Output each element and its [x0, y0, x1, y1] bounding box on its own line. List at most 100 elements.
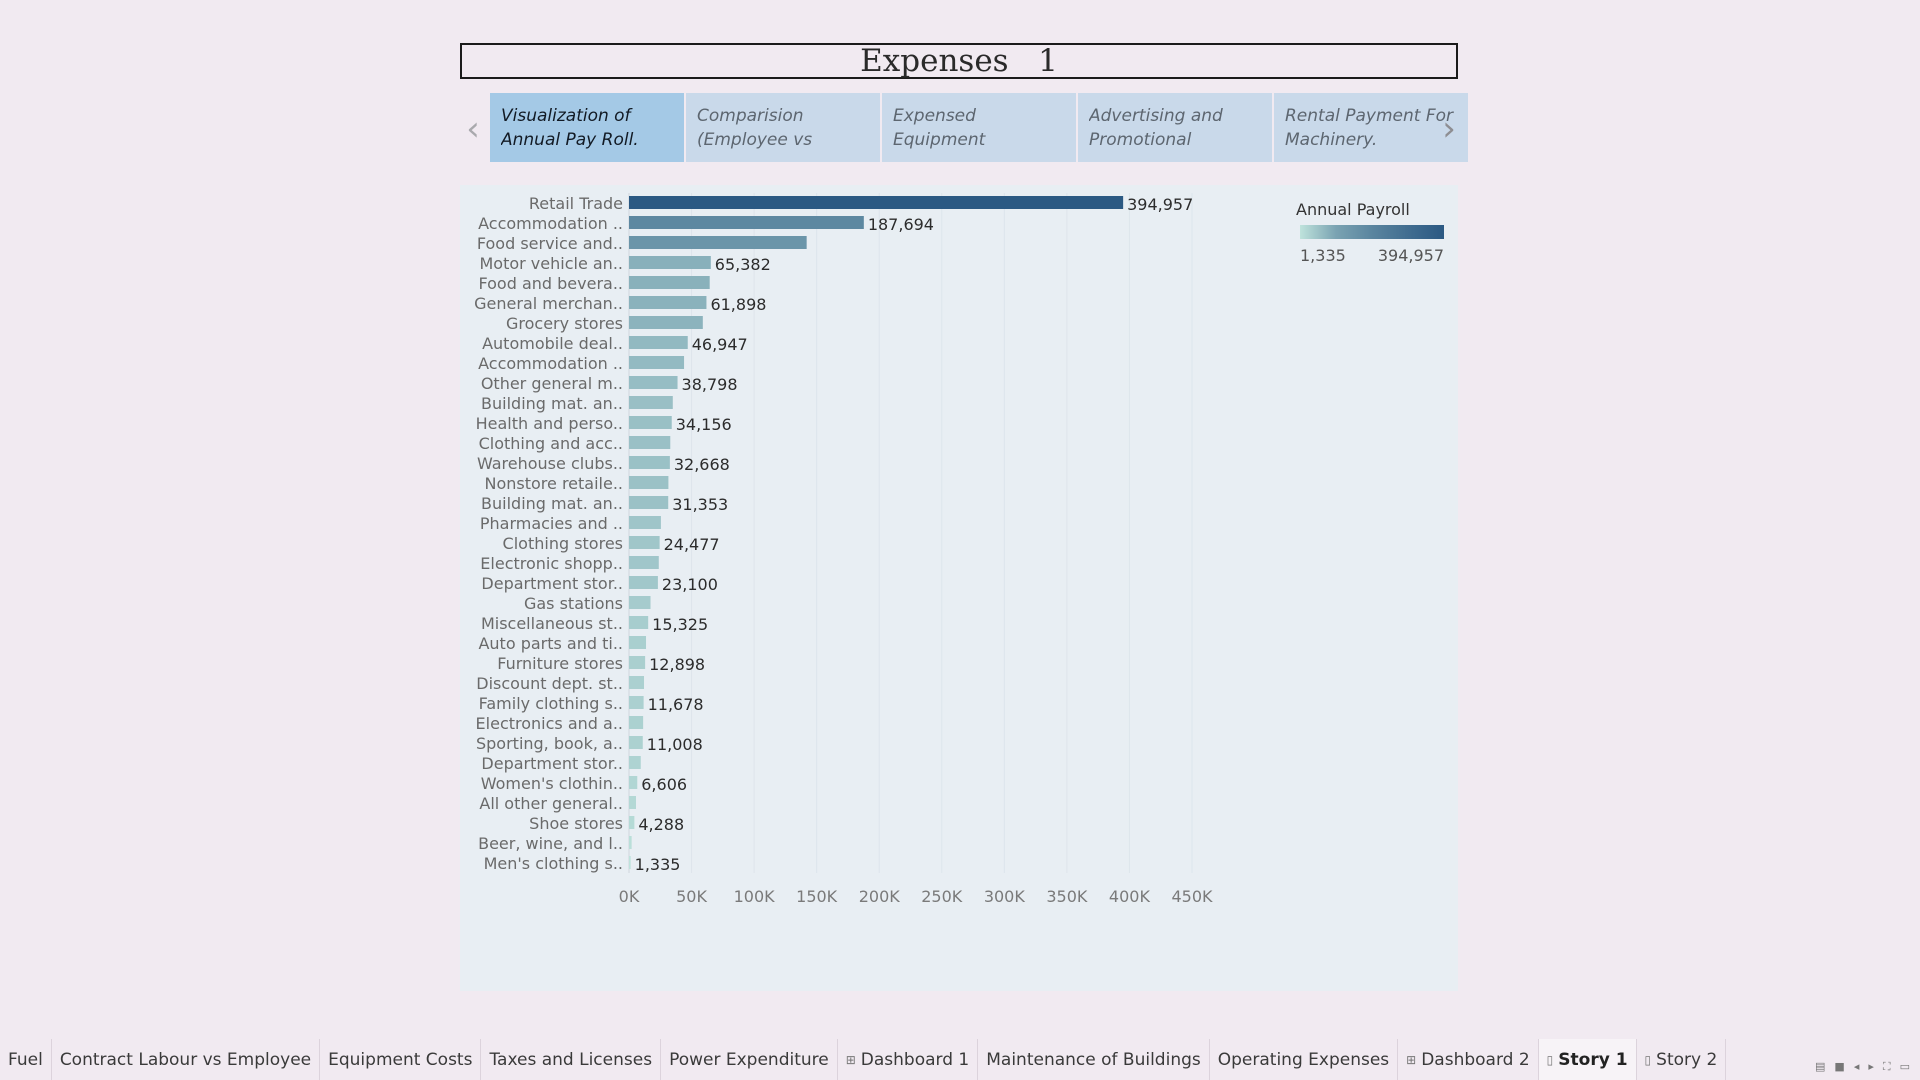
annual-payroll-bar-chart: Retail Trade 394,957 Accommodation .. 187,6…: [474, 193, 1444, 906]
story-point-label: Rental Payment For Machinery.: [1285, 106, 1454, 150]
category-label: Building mat. an..: [481, 494, 623, 513]
tab-taxes-and-licenses[interactable]: Taxes and Licenses: [481, 1039, 662, 1080]
data-label: 34,156: [676, 415, 732, 434]
category-label: Department stor..: [481, 574, 623, 593]
category-label: Electronic shopp..: [480, 554, 623, 573]
data-label: 24,477: [664, 535, 720, 554]
tab-dashboard-1[interactable]: ⊞ Dashboard 1: [838, 1039, 979, 1080]
tab-story-2[interactable]: ▯ Story 2: [1637, 1039, 1727, 1080]
tab-fuel[interactable]: Fuel: [0, 1039, 52, 1080]
category-label: Health and perso..: [476, 414, 623, 433]
data-label: 187,694: [868, 215, 934, 234]
tab-maintenance-of-buildings[interactable]: Maintenance of Buildings: [978, 1039, 1210, 1080]
bar: [629, 376, 678, 389]
bar: [629, 336, 688, 349]
category-label: Food service and..: [477, 234, 623, 253]
bar: [629, 276, 710, 289]
category-label: Family clothing s..: [479, 694, 623, 713]
data-label: 32,668: [674, 455, 730, 474]
sheet-tabs-bar: Fuel Contract Labour vs Employee Equipment…: [0, 1039, 1920, 1080]
category-label: Other general m..: [481, 374, 623, 393]
x-tick-label: 50K: [676, 887, 707, 906]
bar: [629, 676, 645, 689]
bar: [629, 216, 864, 229]
bar: [629, 596, 651, 609]
data-label: 23,100: [662, 575, 718, 594]
category-label: Motor vehicle an..: [479, 254, 623, 273]
scroll-tabs-left-icon[interactable]: ◂: [1853, 1060, 1860, 1073]
category-label: Shoe stores: [529, 814, 623, 833]
x-tick-label: 450K: [1171, 887, 1213, 906]
tab-label: Contract Labour vs Employee: [59, 1049, 312, 1070]
tab-label: Fuel: [8, 1049, 43, 1070]
x-tick-label: 400K: [1109, 887, 1151, 906]
data-label: 38,798: [682, 375, 738, 394]
category-label: Women's clothin..: [481, 774, 623, 793]
story-point-5[interactable]: Rental Payment For Machinery.: [1274, 93, 1468, 162]
tab-label: Taxes and Licenses: [489, 1049, 653, 1070]
category-label: Nonstore retaile..: [484, 474, 623, 493]
tab-label: Equipment Costs: [328, 1049, 473, 1070]
bar: [629, 536, 660, 549]
category-label: Clothing stores: [503, 534, 623, 553]
bar: [629, 256, 711, 269]
category-label: Pharmacies and ..: [480, 514, 623, 533]
data-label: 65,382: [715, 255, 771, 274]
category-label: Accommodation ..: [478, 354, 623, 373]
story-point-navigator: Visualization of Annual Pay Roll. Compari…: [490, 93, 1470, 162]
show-filmstrip-icon[interactable]: ▤: [1815, 1060, 1826, 1073]
bar: [629, 496, 669, 509]
data-label: 31,353: [672, 495, 728, 514]
story-point-1[interactable]: Visualization of Annual Pay Roll.: [490, 93, 684, 162]
tab-label: Dashboard 1: [860, 1049, 970, 1070]
tab-label: Story 2: [1656, 1049, 1718, 1070]
story-icon: ▯: [1644, 1052, 1652, 1067]
bar: [629, 396, 673, 409]
category-label: Department stor..: [481, 754, 623, 773]
bar: [629, 816, 635, 829]
tab-story-1[interactable]: ▯ Story 1: [1538, 1039, 1637, 1080]
category-label: Food and bevera..: [478, 274, 623, 293]
bar: [629, 516, 661, 529]
fullscreen-icon[interactable]: ⛶: [1882, 1060, 1891, 1073]
story-point-label: Expensed Equipment: [893, 106, 986, 150]
legend-title: Annual Payroll: [1296, 200, 1410, 219]
tab-power-expenditure[interactable]: Power Expenditure: [661, 1039, 838, 1080]
category-label: Clothing and acc..: [479, 434, 623, 453]
category-label: Sporting, book, a..: [476, 734, 623, 753]
story-point-4[interactable]: Advertising and Promotional: [1078, 93, 1272, 162]
bar: [629, 356, 685, 369]
x-tick-label: 250K: [921, 887, 963, 906]
bar: [629, 616, 649, 629]
bar: [629, 196, 1124, 209]
story-point-2[interactable]: Comparision (Employee vs: [686, 93, 880, 162]
tab-operating-expenses[interactable]: Operating Expenses: [1210, 1039, 1399, 1080]
x-tick-label: 0K: [619, 887, 640, 906]
data-label: 6,606: [641, 775, 687, 794]
bar: [629, 556, 659, 569]
bar: [629, 416, 672, 429]
bar: [629, 636, 647, 649]
tab-dashboard-2[interactable]: ⊞ Dashboard 2: [1398, 1039, 1539, 1080]
data-label: 1,335: [635, 855, 681, 874]
bar: [629, 696, 644, 709]
tab-label: Dashboard 2: [1421, 1049, 1530, 1070]
bar: [629, 436, 671, 449]
scroll-tabs-right-icon[interactable]: ▸: [1868, 1060, 1874, 1073]
tab-contract-labour-vs-employee[interactable]: Contract Labour vs Employee: [52, 1039, 321, 1080]
chevron-left-icon[interactable]: ‹: [466, 109, 480, 149]
category-label: Grocery stores: [506, 314, 623, 333]
chevron-right-icon[interactable]: ›: [1442, 109, 1456, 149]
tab-equipment-costs[interactable]: Equipment Costs: [320, 1039, 482, 1080]
presentation-mode-icon[interactable]: ▭: [1899, 1060, 1910, 1073]
category-label: Beer, wine, and l..: [478, 834, 623, 853]
data-label: 4,288: [638, 815, 684, 834]
bar: [629, 776, 638, 789]
show-tabs-icon[interactable]: ■: [1834, 1060, 1845, 1073]
x-tick-label: 100K: [734, 887, 776, 906]
data-label: 61,898: [710, 295, 766, 314]
story-point-3[interactable]: Expensed Equipment: [882, 93, 1076, 162]
data-label: 11,678: [648, 695, 704, 714]
sheet-tab-controls: ▤ ■ ◂ ▸ ⛶ ▭: [1815, 1060, 1910, 1074]
tab-label: Maintenance of Buildings: [986, 1049, 1201, 1070]
